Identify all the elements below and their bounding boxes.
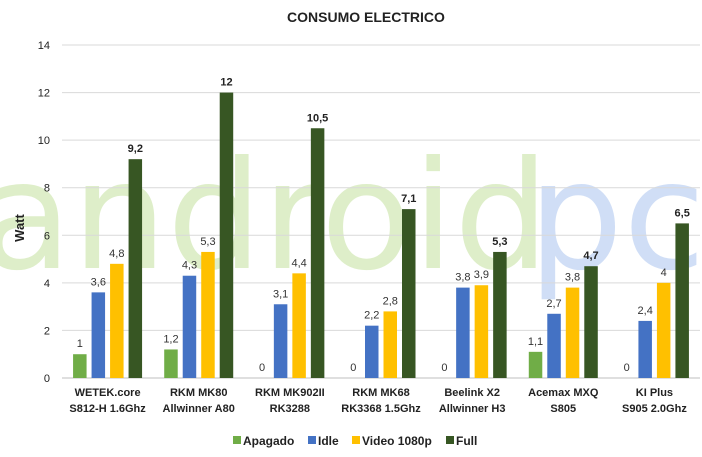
legend-swatch (352, 436, 360, 444)
data-label: 12 (220, 77, 232, 89)
bar (201, 251, 215, 378)
legend-swatch (446, 436, 454, 444)
bar (656, 282, 671, 378)
x-tick-label: S805 (550, 403, 576, 415)
x-tick-labels: WETEK.core S812-H 1.6Ghz RKM MK80 Allwinner… (69, 387, 687, 415)
data-label: 3,8 (565, 272, 580, 284)
x-tick-label: Allwinner H3 (439, 403, 506, 415)
data-label: 0 (441, 362, 447, 374)
bar (638, 320, 652, 378)
watermark: android pc (0, 130, 702, 304)
gridlines (62, 44, 700, 379)
data-label: 5,3 (492, 236, 507, 248)
bar (383, 311, 397, 378)
x-tick-label: RK3288 (270, 403, 310, 415)
bar (528, 351, 543, 378)
legend-swatch (233, 436, 241, 444)
x-tick-label: WETEK.core (75, 387, 141, 399)
bar (565, 287, 580, 378)
data-label: 4,4 (291, 257, 306, 269)
bar (493, 251, 507, 378)
bar (219, 92, 234, 379)
data-label: 2,7 (546, 298, 561, 310)
data-labels: 13,64,89,21,24,35,31203,14,410,502,22,87… (77, 77, 690, 374)
y-tick-label: 6 (44, 230, 50, 242)
bar (273, 304, 288, 378)
legend-label: Video 1080p (362, 434, 432, 448)
x-tick-label: S905 2.0Ghz (622, 403, 687, 415)
x-tick-label: RK3368 1.5Ghz (341, 403, 421, 415)
y-tick-label: 4 (44, 278, 50, 290)
data-label: 3,1 (273, 288, 288, 300)
watermark-part1: android (0, 130, 549, 304)
data-label: 0 (624, 362, 630, 374)
x-tick-label: Acemax MXQ (528, 387, 599, 399)
x-tick-label: KI Plus (636, 387, 673, 399)
data-label: 9,2 (128, 143, 143, 155)
bar (292, 273, 306, 378)
legend-swatch (308, 436, 316, 444)
watermark-part2: pc (528, 130, 702, 304)
bar (547, 313, 561, 378)
data-label: 1,1 (528, 336, 543, 348)
legend: Apagado Idle Video 1080p Full (233, 434, 477, 448)
x-tick-label: S812-H 1.6Ghz (69, 403, 146, 415)
y-tick-label: 8 (44, 183, 50, 195)
x-tick-label: Allwinner A80 (163, 403, 235, 415)
bar (110, 263, 124, 378)
x-tick-label: RKM MK902II (255, 387, 325, 399)
bar (402, 209, 416, 378)
data-label: 0 (350, 362, 356, 374)
data-label: 2,8 (383, 295, 398, 307)
y-axis-label: Watt (12, 213, 27, 241)
data-label: 2,4 (638, 305, 653, 317)
data-label: 4,7 (583, 250, 598, 262)
y-tick-labels: 0 2 4 6 8 10 12 14 (38, 40, 50, 385)
bar (310, 128, 325, 378)
bars (73, 92, 689, 379)
legend-label: Idle (318, 434, 339, 448)
bar (675, 223, 689, 378)
data-label: 0 (259, 362, 265, 374)
y-tick-label: 2 (44, 325, 50, 337)
bar (365, 325, 379, 378)
data-label: 1 (77, 338, 83, 350)
y-tick-label: 10 (38, 135, 50, 147)
y-tick-label: 12 (38, 88, 50, 100)
data-label: 5,3 (200, 236, 215, 248)
legend-label: Full (456, 434, 477, 448)
y-tick-label: 14 (38, 40, 50, 52)
bar (584, 266, 598, 378)
data-label: 3,9 (474, 269, 489, 281)
bar (73, 354, 87, 378)
x-tick-label: RKM MK68 (352, 387, 409, 399)
bar (91, 292, 106, 378)
legend-label: Apagado (243, 434, 294, 448)
data-label: 3,8 (455, 272, 470, 284)
data-label: 6,5 (675, 207, 690, 219)
bar (474, 285, 489, 378)
bar (456, 287, 470, 378)
data-label: 1,2 (163, 333, 178, 345)
bar (128, 159, 143, 378)
x-tick-label: RKM MK80 (170, 387, 227, 399)
data-label: 10,5 (307, 112, 328, 124)
data-label: 4 (661, 267, 667, 279)
chart-title: CONSUMO ELECTRICO (287, 9, 445, 25)
data-label: 4,3 (182, 260, 197, 272)
data-label: 3,6 (91, 276, 106, 288)
data-label: 7,1 (401, 193, 416, 205)
data-label: 2,2 (364, 310, 379, 322)
bar (182, 275, 197, 378)
x-tick-label: Beelink X2 (444, 387, 500, 399)
data-label: 4,8 (109, 248, 124, 260)
bar (164, 349, 178, 378)
y-tick-label: 0 (44, 373, 50, 385)
